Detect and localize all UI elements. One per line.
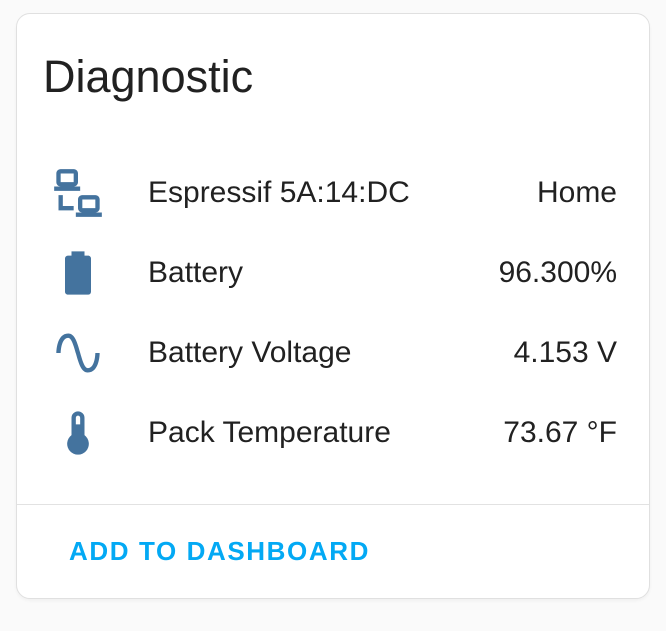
entity-value: 96.300% [498, 256, 617, 289]
add-to-dashboard-button[interactable]: ADD TO DASHBOARD [53, 522, 386, 581]
network-icon [52, 167, 104, 219]
battery-icon [52, 247, 104, 299]
entity-value: 4.153 V [513, 336, 617, 369]
entity-row-pack-temperature[interactable]: Pack Temperature 73.67 °F [52, 393, 617, 473]
entity-value: Home [536, 176, 617, 209]
entity-label: Battery Voltage [148, 336, 352, 369]
page-background: Diagnostic Espressif 5A:14:DC Home Batte… [0, 13, 666, 599]
thermometer-icon [52, 407, 104, 459]
entity-row-espressif[interactable]: Espressif 5A:14:DC Home [52, 153, 617, 233]
sine-wave-icon [52, 327, 104, 379]
card-actions: ADD TO DASHBOARD [17, 504, 649, 598]
entity-label: Espressif 5A:14:DC [148, 176, 410, 209]
diagnostic-card: Diagnostic Espressif 5A:14:DC Home Batte… [16, 13, 650, 599]
entity-row-battery[interactable]: Battery 96.300% [52, 233, 617, 313]
entity-label: Pack Temperature [148, 416, 391, 449]
card-title: Diagnostic [43, 51, 254, 102]
entity-label: Battery [148, 256, 244, 289]
entity-row-battery-voltage[interactable]: Battery Voltage 4.153 V [52, 313, 617, 393]
entity-value: 73.67 °F [503, 416, 617, 449]
entity-rows: Espressif 5A:14:DC Home Battery 96.300% [17, 106, 649, 504]
